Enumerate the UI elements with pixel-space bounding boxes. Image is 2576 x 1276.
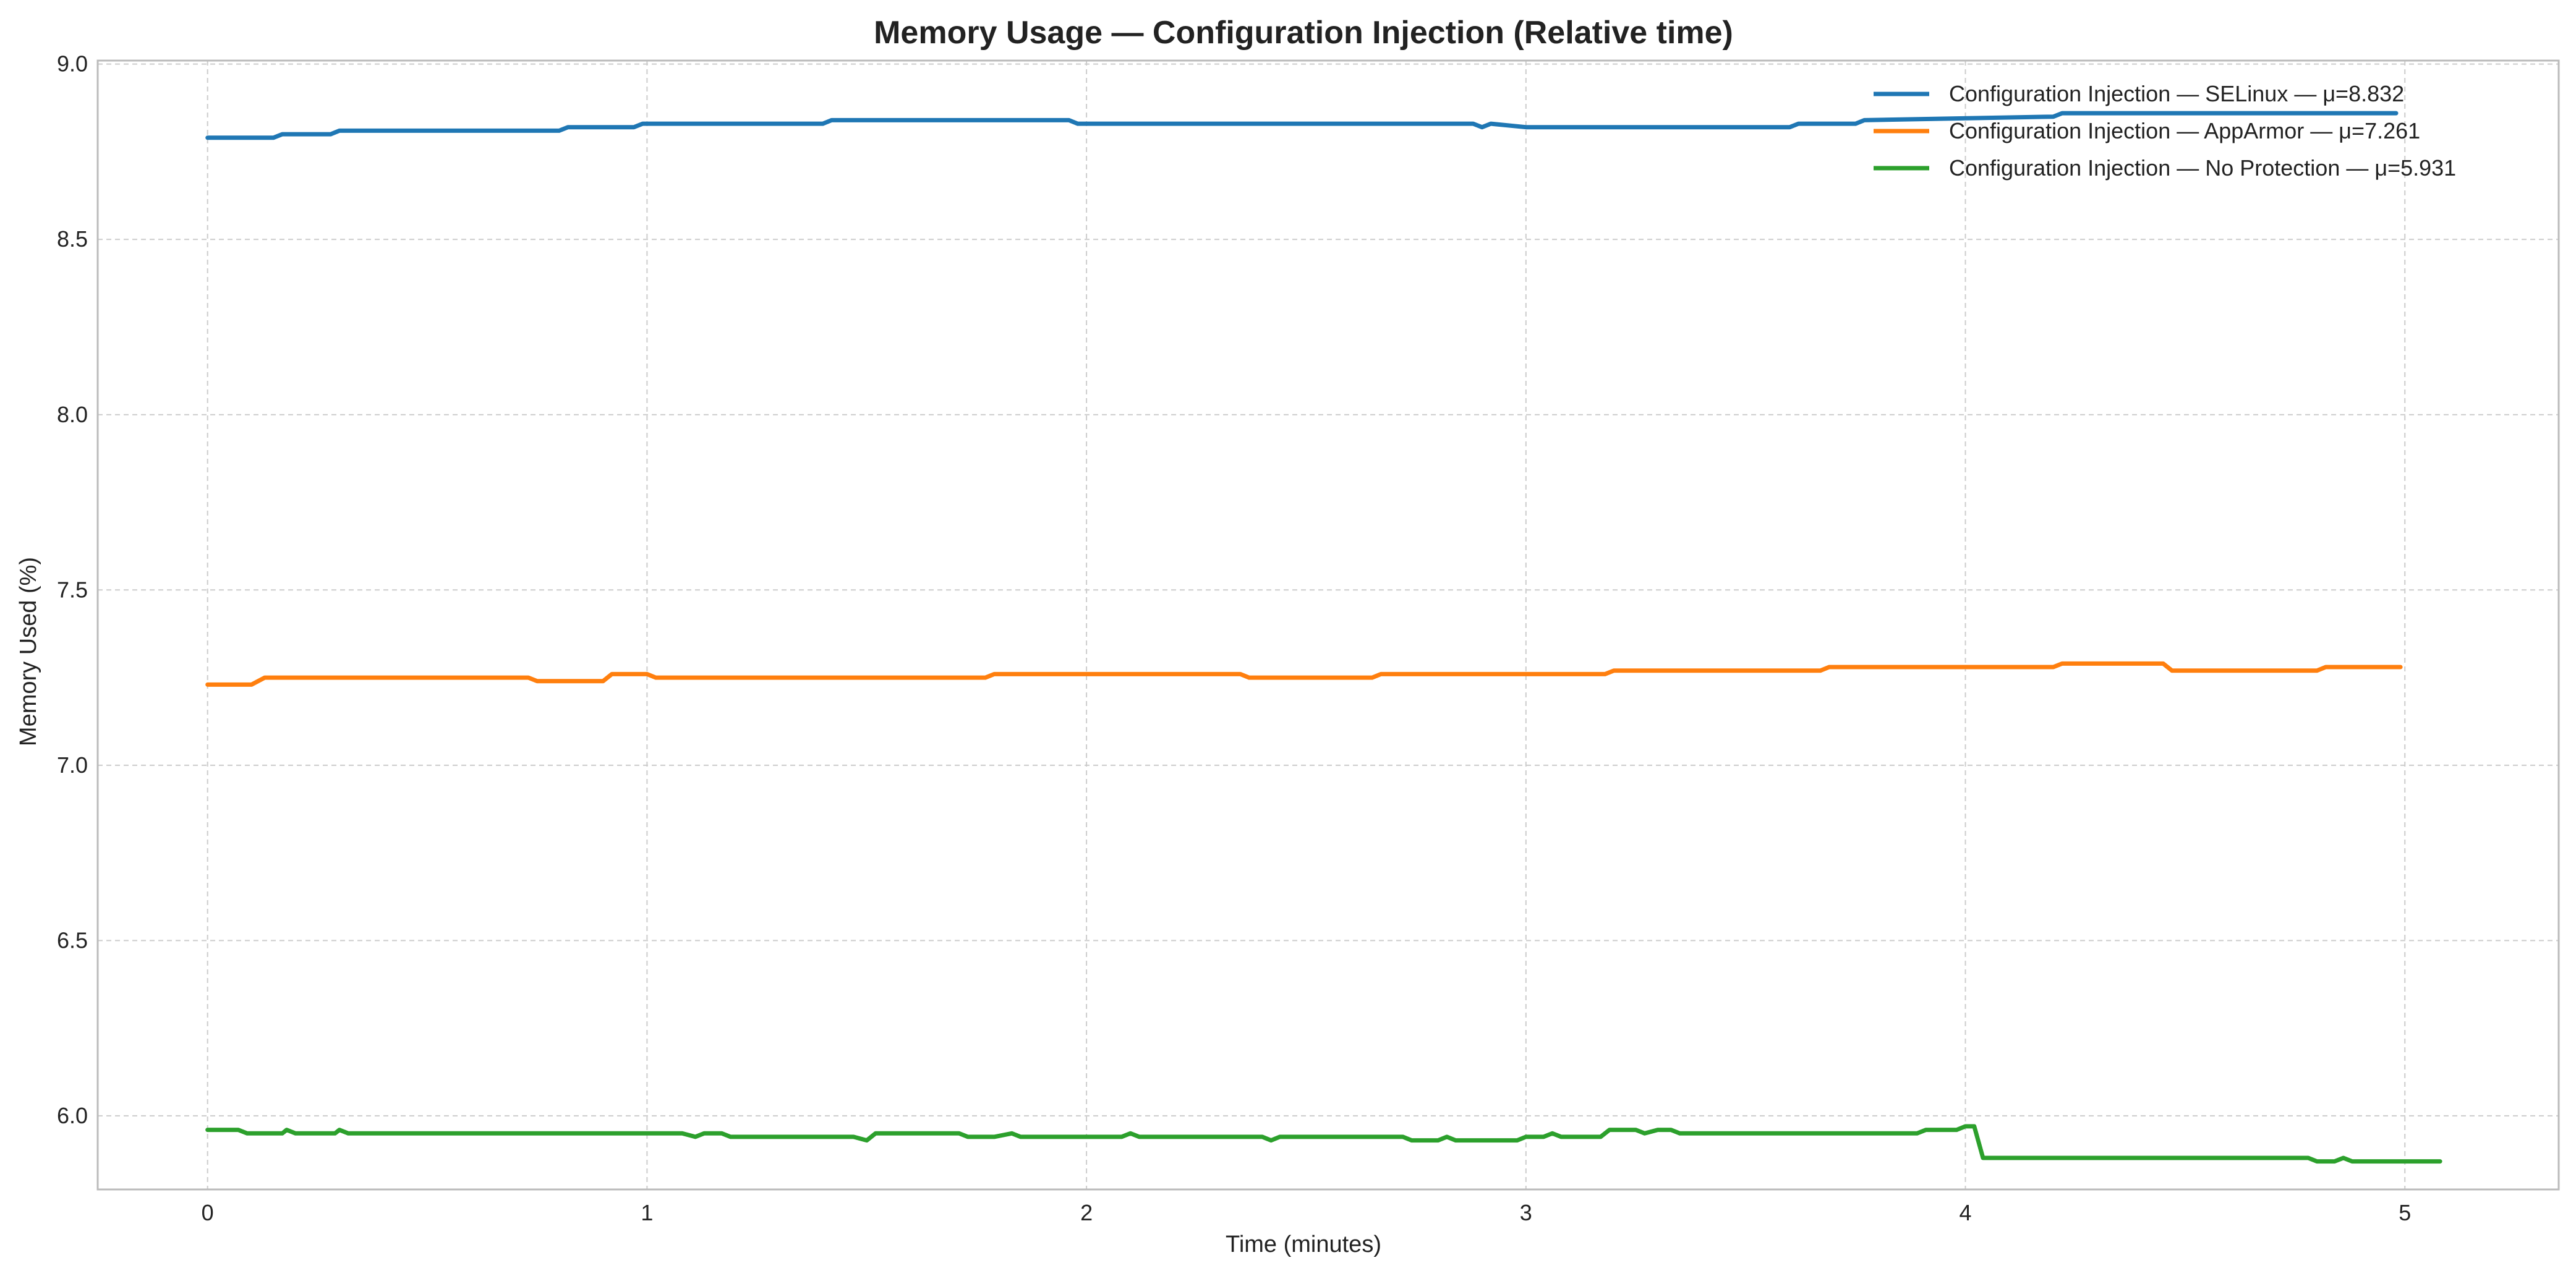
series-layer — [205, 111, 2442, 1164]
x-tick-label: 4 — [1960, 1200, 1972, 1225]
x-tick-label: 2 — [1080, 1200, 1093, 1225]
chart-title: Memory Usage — Configuration Injection (… — [874, 15, 1733, 51]
x-tick-label: 5 — [2399, 1200, 2411, 1225]
series-line-2 — [205, 661, 2403, 687]
series-line-3 — [205, 1124, 2442, 1164]
plot-frame — [96, 59, 2560, 1191]
legend-entry: Configuration Injection — No Protection … — [1949, 155, 2456, 181]
y-tick-label: 7.0 — [57, 752, 88, 778]
legend: Configuration Injection — SELinux — μ=8.… — [1874, 81, 2456, 181]
x-tick-label: 1 — [641, 1200, 653, 1225]
y-tick-label: 6.0 — [57, 1103, 88, 1128]
legend-entry: Configuration Injection — AppArmor — μ=7… — [1949, 118, 2420, 143]
tick-layer: 0 1 2 3 4 5 6.0 6.5 7.0 7.5 8.0 8.5 9.0 — [57, 51, 2411, 1225]
y-tick-label: 7.5 — [57, 577, 88, 602]
series-line-1 — [205, 111, 2399, 140]
y-tick-label: 6.5 — [57, 927, 88, 953]
legend-entry: Configuration Injection — SELinux — μ=8.… — [1949, 81, 2404, 106]
y-axis-label: Memory Used (%) — [15, 557, 41, 746]
y-tick-label: 8.0 — [57, 402, 88, 427]
x-tick-label: 0 — [202, 1200, 214, 1225]
x-tick-label: 3 — [1520, 1200, 1532, 1225]
y-tick-label: 9.0 — [57, 51, 88, 77]
y-tick-label: 8.5 — [57, 226, 88, 252]
grid-layer — [98, 61, 2559, 1189]
x-axis-label: Time (minutes) — [1226, 1231, 1381, 1257]
